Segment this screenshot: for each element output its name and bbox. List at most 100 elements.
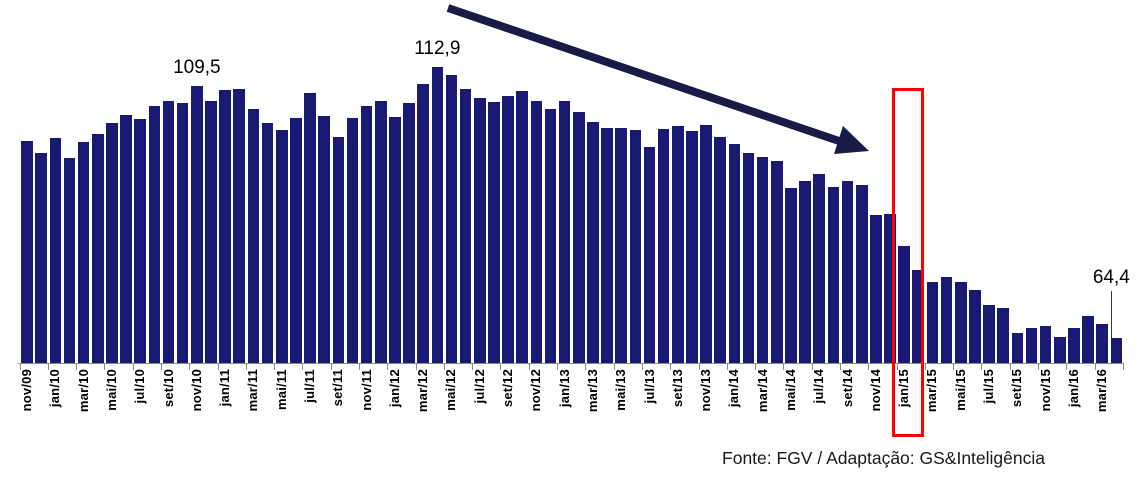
axis-tick	[953, 363, 955, 370]
bar	[403, 102, 415, 364]
bar	[417, 83, 429, 364]
bar	[1068, 327, 1080, 364]
bar	[21, 141, 33, 364]
x-axis-label: mai/13	[613, 369, 629, 411]
bar	[827, 186, 840, 364]
x-axis-line	[18, 363, 1124, 364]
axis-tick	[104, 363, 106, 370]
x-axis-label: mar/12	[415, 369, 431, 413]
x-axis-label: nov/12	[528, 369, 544, 412]
bar	[700, 124, 712, 364]
x-axis-label: jan/10	[47, 369, 63, 408]
axis-tick	[330, 363, 332, 370]
x-axis-label: jul/14	[811, 369, 827, 404]
bar	[488, 102, 500, 364]
bar	[92, 133, 104, 364]
bar	[728, 143, 741, 364]
source-note: Fonte: FGV / Adaptação: GS&Inteligência	[722, 448, 1045, 468]
x-axis-label: jul/10	[132, 369, 148, 404]
x-axis-label: mar/14	[754, 369, 770, 413]
bar	[1082, 316, 1094, 364]
x-axis-label: jan/13	[556, 369, 572, 408]
x-axis-label: mar/11	[245, 369, 261, 412]
bar	[374, 100, 387, 364]
bar	[162, 101, 175, 364]
bar	[954, 282, 967, 364]
x-axis-label: jul/11	[302, 369, 318, 403]
x-axis-label: nov/14	[867, 369, 883, 412]
axis-tick	[924, 363, 926, 370]
bar	[275, 129, 288, 364]
bar	[77, 142, 90, 364]
bar	[1053, 336, 1066, 364]
bar	[346, 118, 359, 364]
axis-tick	[132, 363, 134, 370]
bar	[332, 136, 345, 364]
axis-tick	[1066, 363, 1068, 370]
axis-tick	[981, 363, 983, 370]
x-axis-label: mar/13	[584, 369, 600, 413]
bar	[926, 281, 939, 364]
axis-tick	[47, 363, 49, 370]
bar	[940, 277, 953, 364]
axis-tick	[896, 363, 898, 370]
bar	[799, 181, 811, 364]
axis-tick	[868, 363, 870, 370]
axis-tick	[755, 363, 757, 370]
x-axis-label: jan/16	[1065, 369, 1081, 408]
bar	[870, 215, 882, 364]
bar	[771, 161, 783, 364]
bar	[572, 111, 585, 364]
bar	[558, 100, 571, 364]
axis-tick	[698, 363, 700, 370]
bar	[587, 121, 599, 364]
bar	[785, 187, 797, 364]
bar	[884, 213, 896, 364]
bar	[35, 152, 48, 364]
bar	[615, 128, 628, 364]
bar	[502, 96, 514, 364]
bar	[969, 290, 981, 364]
x-axis-label: mai/15	[952, 369, 968, 411]
bar	[205, 100, 217, 364]
x-axis-label: set/10	[160, 369, 176, 408]
bar	[191, 86, 203, 364]
bar	[629, 129, 642, 364]
bar	[544, 108, 557, 364]
bar	[261, 122, 274, 364]
x-axis-label: mar/10	[75, 369, 91, 413]
bar	[898, 246, 910, 364]
axis-tick	[500, 363, 502, 370]
data-label: 112,9	[414, 38, 461, 60]
axis-tick	[76, 363, 78, 370]
axis-tick	[245, 363, 247, 370]
x-axis-label: set/11	[330, 369, 346, 407]
axis-tick	[302, 363, 304, 370]
bar	[997, 307, 1009, 364]
x-axis-label: mar/15	[924, 369, 940, 413]
x-axis-label: jul/12	[471, 369, 487, 404]
x-axis-label: mai/12	[443, 369, 459, 411]
axis-tick	[1038, 363, 1039, 370]
highlight-box	[891, 88, 924, 437]
bar	[360, 106, 373, 364]
x-axis-label: mai/11	[273, 369, 289, 410]
axis-tick	[359, 363, 360, 370]
bar	[134, 119, 147, 364]
bar	[756, 156, 769, 364]
bar	[106, 123, 118, 364]
bar	[1110, 338, 1123, 364]
x-axis-label: mai/14	[782, 369, 798, 411]
x-axis-label: jan/12	[386, 369, 402, 408]
bar	[233, 89, 246, 364]
bar	[855, 185, 868, 364]
data-label: 109,5	[173, 57, 221, 79]
bar	[686, 131, 698, 364]
data-label: 64,4	[1092, 267, 1130, 289]
bar	[601, 128, 613, 364]
axis-tick	[443, 363, 445, 370]
bar	[516, 91, 528, 364]
x-axis-label: set/15	[1009, 369, 1025, 408]
axis-tick	[613, 363, 615, 370]
bar	[912, 270, 925, 364]
